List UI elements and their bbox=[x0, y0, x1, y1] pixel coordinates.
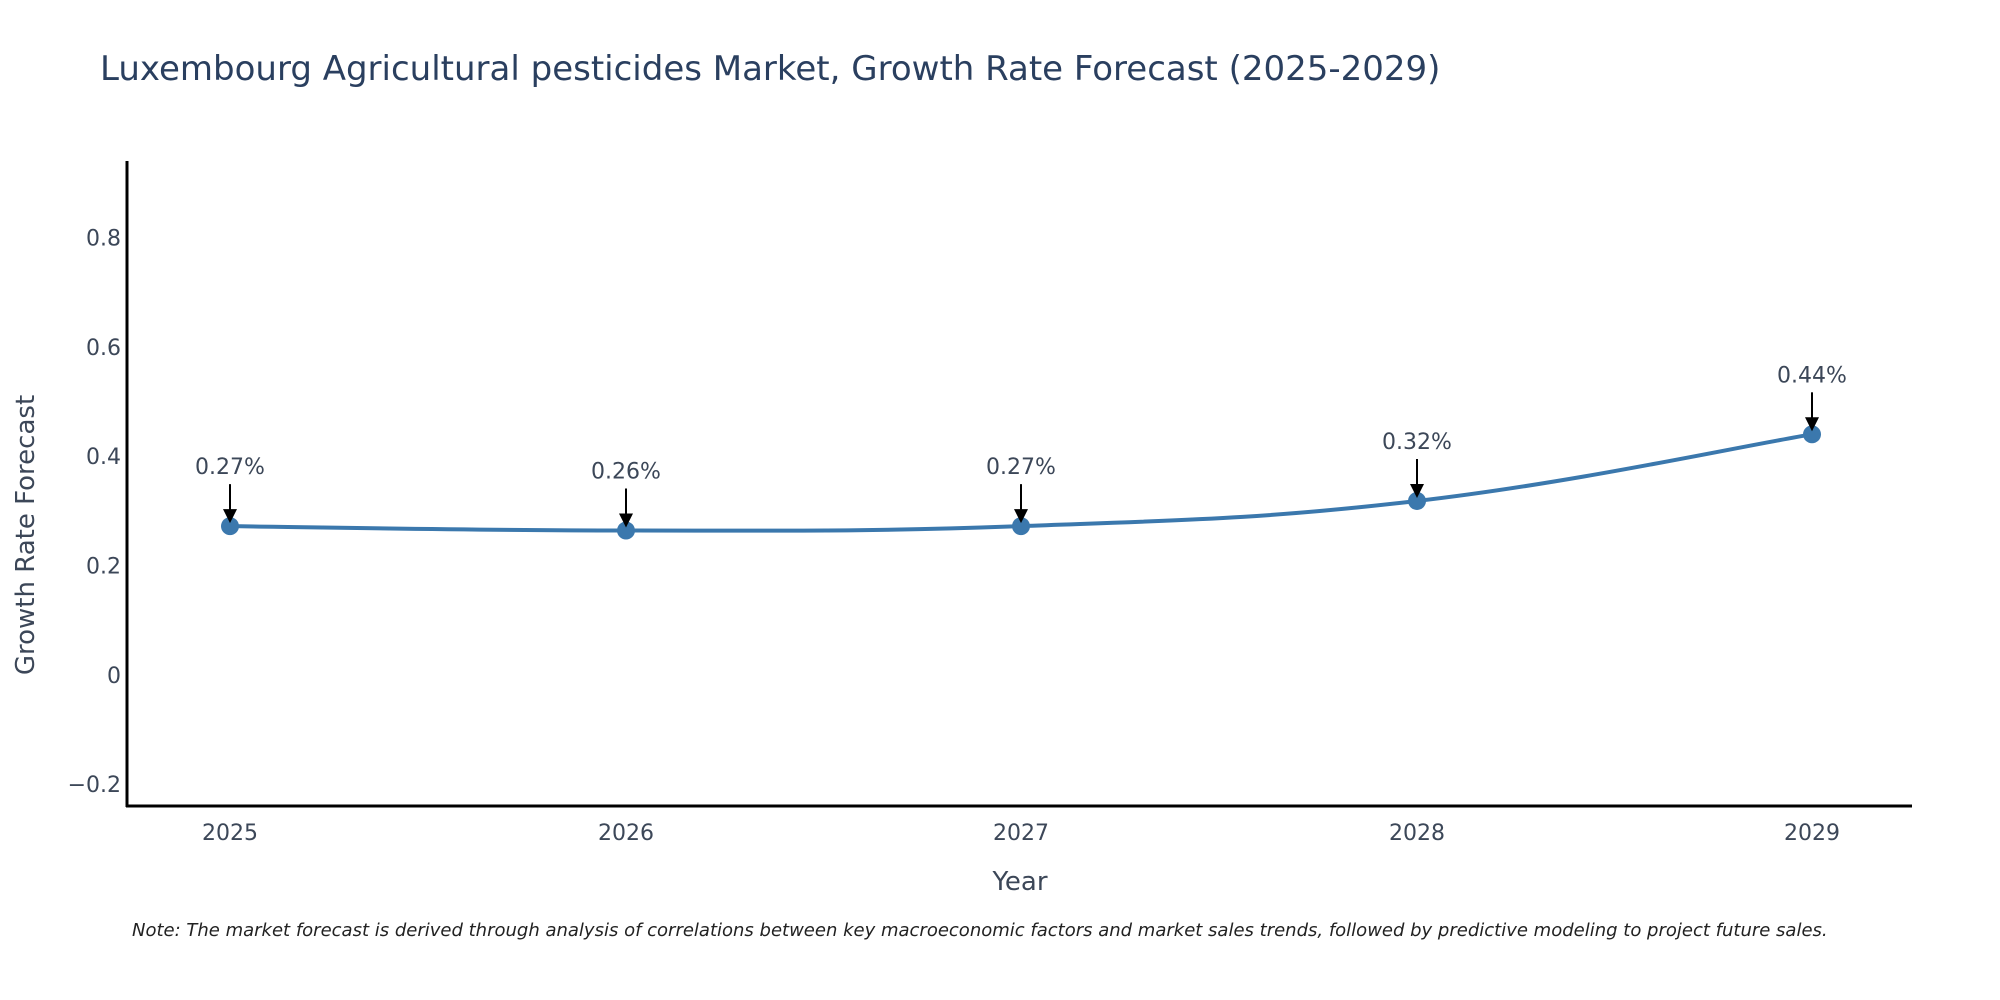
annotation-arrow-head bbox=[223, 509, 237, 524]
y-axis-title: Growth Rate Forecast bbox=[11, 395, 41, 675]
y-tick-label: −0.2 bbox=[68, 773, 121, 798]
y-axis-ticks: −0.2 0 0.2 0.4 0.6 0.8 bbox=[68, 227, 121, 799]
x-axis-title: Year bbox=[991, 867, 1047, 897]
x-tick-label: 2028 bbox=[1389, 821, 1445, 846]
data-label: 0.27% bbox=[986, 455, 1056, 480]
data-label: 0.44% bbox=[1777, 363, 1847, 388]
data-point bbox=[221, 517, 239, 536]
x-tick-label: 2029 bbox=[1784, 821, 1840, 846]
annotation-arrow-head bbox=[1805, 417, 1819, 432]
data-point bbox=[1012, 517, 1030, 536]
annotation-arrow-head bbox=[619, 513, 633, 528]
x-tick-label: 2025 bbox=[202, 821, 258, 846]
footnote: Note: The market forecast is derived thr… bbox=[132, 920, 1828, 941]
data-label: 0.27% bbox=[195, 455, 265, 480]
data-point bbox=[1803, 425, 1821, 444]
y-tick-label: 0 bbox=[107, 664, 121, 689]
data-annotations: 0.27% 0.26% 0.27% 0.32% 0.44% bbox=[195, 363, 1847, 528]
data-point bbox=[617, 521, 635, 540]
data-label: 0.32% bbox=[1382, 430, 1452, 455]
x-axis-ticks: 2025 2026 2027 2028 2029 bbox=[202, 821, 1840, 846]
y-tick-label: 0.2 bbox=[86, 554, 121, 579]
chart-title: Luxembourg Agricultural pesticides Marke… bbox=[100, 49, 1440, 89]
data-point bbox=[1408, 491, 1426, 510]
y-tick-label: 0.8 bbox=[86, 227, 121, 252]
data-points bbox=[221, 425, 1821, 540]
annotation-arrow-head bbox=[1014, 509, 1028, 524]
annotation-arrow-head bbox=[1410, 483, 1424, 498]
data-label: 0.26% bbox=[591, 460, 661, 485]
x-tick-label: 2026 bbox=[598, 821, 654, 846]
x-tick-label: 2027 bbox=[993, 821, 1049, 846]
y-tick-label: 0.4 bbox=[86, 445, 121, 470]
y-tick-label: 0.6 bbox=[86, 336, 121, 361]
